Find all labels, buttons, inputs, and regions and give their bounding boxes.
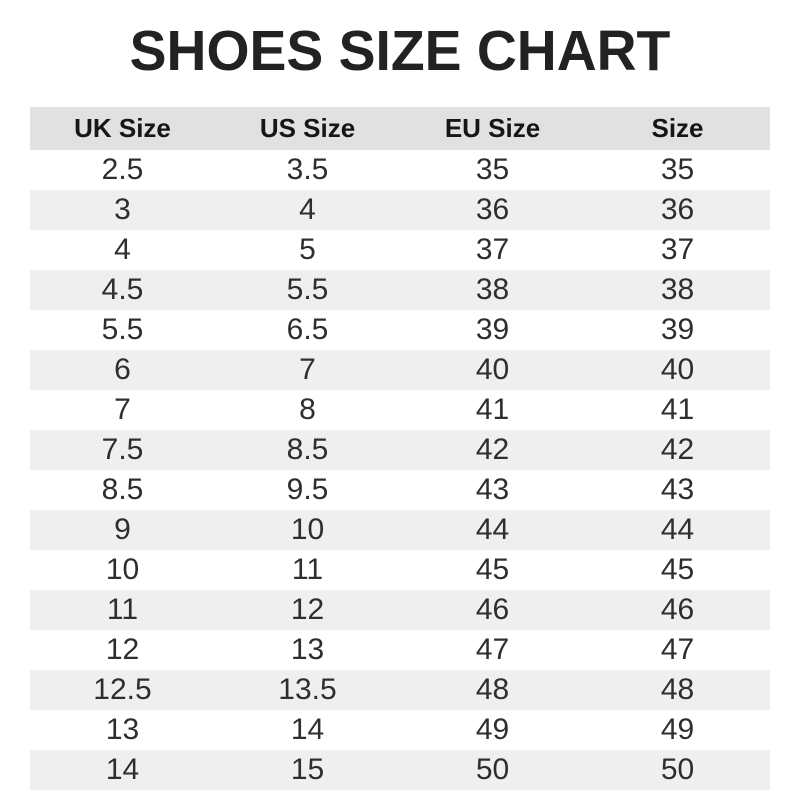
- table-cell: 38: [475, 272, 510, 306]
- table-row: 7.5 8.5 42 42: [30, 429, 770, 470]
- table-cell: 7: [299, 352, 316, 386]
- table-cell: 42: [660, 432, 695, 466]
- table-body: 2.5 3.5 35 35 3 4 36 36 4 5 37 37 4.5 5.5 38 38 5.5 6.5 39…: [30, 149, 770, 790]
- table-cell: 44: [475, 512, 510, 546]
- table-cell: 10: [105, 552, 140, 586]
- table-cell: 13.5: [278, 672, 337, 706]
- table-cell: 47: [475, 632, 510, 666]
- table-row: 13 14 49 49: [30, 709, 770, 750]
- table-cell: 43: [660, 472, 695, 506]
- table-cell: 40: [660, 352, 695, 386]
- table-cell: 5: [299, 232, 316, 266]
- table-cell: 6.5: [286, 312, 329, 346]
- table-cell: 41: [660, 392, 695, 426]
- table-cell: 50: [475, 752, 510, 786]
- table-cell: 44: [660, 512, 695, 546]
- table-cell: 45: [475, 552, 510, 586]
- table-cell: 2.5: [101, 152, 144, 186]
- table-cell: 35: [660, 152, 695, 186]
- table-cell: 11: [291, 552, 324, 586]
- table-cell: 3.5: [286, 152, 329, 186]
- table-cell: 7: [114, 392, 131, 426]
- table-cell: 45: [660, 552, 695, 586]
- table-row: 4 5 37 37: [30, 229, 770, 270]
- table-cell: 37: [475, 232, 510, 266]
- table-cell: 36: [475, 192, 510, 226]
- table-cell: 41: [475, 392, 510, 426]
- table-row: 6 7 40 40: [30, 349, 770, 390]
- table-cell: 4: [299, 192, 316, 226]
- table-header: UK Size US Size EU Size Size: [30, 106, 770, 150]
- table-row: 4.5 5.5 38 38: [30, 269, 770, 310]
- table-cell: 42: [475, 432, 510, 466]
- table-row: 8.5 9.5 43 43: [30, 469, 770, 510]
- table-cell: 4.5: [101, 272, 144, 306]
- table-cell: 5.5: [101, 312, 144, 346]
- table-cell: 49: [475, 712, 510, 746]
- table-cell: 9: [114, 512, 131, 546]
- table-cell: 49: [660, 712, 695, 746]
- table-cell: 36: [660, 192, 695, 226]
- table-cell: 12: [290, 592, 325, 626]
- table-cell: 12.5: [93, 672, 152, 706]
- table-row: 14 15 50 50: [30, 749, 770, 790]
- table-row: 7 8 41 41: [30, 389, 770, 430]
- table-cell: 7.5: [101, 432, 144, 466]
- table-cell: 39: [660, 312, 695, 346]
- table-cell: 14: [290, 712, 325, 746]
- table-cell: 12: [105, 632, 140, 666]
- table-cell: 3: [114, 192, 131, 226]
- table-row: 12.5 13.5 48 48: [30, 669, 770, 710]
- table-cell: 38: [660, 272, 695, 306]
- table-cell: 13: [290, 632, 325, 666]
- table-cell: 37: [660, 232, 695, 266]
- size-table: UK Size US Size EU Size Size 2.5 3.5 35 35 3 4 36…: [30, 106, 770, 790]
- table-cell: 8: [299, 392, 316, 426]
- table-row: 2.5 3.5 35 35: [30, 149, 770, 190]
- table-cell: 13: [105, 712, 140, 746]
- table-cell: 50: [660, 752, 695, 786]
- table-cell: 35: [475, 152, 510, 186]
- table-row: 10 11 45 45: [30, 549, 770, 590]
- column-header: EU Size: [400, 106, 585, 150]
- table-cell: 43: [475, 472, 510, 506]
- table-cell: 14: [105, 752, 140, 786]
- table-row: 11 12 46 46: [30, 589, 770, 630]
- column-header: US Size: [215, 106, 400, 150]
- table-cell: 46: [660, 592, 695, 626]
- table-cell: 5.5: [286, 272, 329, 306]
- table-cell: 48: [660, 672, 695, 706]
- table-cell: 39: [475, 312, 510, 346]
- table-cell: 40: [475, 352, 510, 386]
- table-cell: 8.5: [286, 432, 329, 466]
- page-title: SHOES SIZE CHART: [129, 19, 671, 83]
- table-cell: 9.5: [286, 472, 329, 506]
- table-header-row: UK Size US Size EU Size Size: [30, 106, 770, 150]
- column-header: Size: [585, 106, 770, 150]
- table-row: 5.5 6.5 39 39: [30, 309, 770, 350]
- table-row: 9 10 44 44: [30, 509, 770, 550]
- table-cell: 4: [114, 232, 131, 266]
- table-row: 12 13 47 47: [30, 629, 770, 670]
- table-cell: 46: [475, 592, 510, 626]
- table-cell: 10: [290, 512, 325, 546]
- column-header: UK Size: [30, 106, 215, 150]
- table-cell: 48: [475, 672, 510, 706]
- table-cell: 8.5: [101, 472, 144, 506]
- table-cell: 11: [106, 592, 139, 626]
- table-cell: 15: [290, 752, 325, 786]
- table-row: 3 4 36 36: [30, 189, 770, 230]
- table-cell: 47: [660, 632, 695, 666]
- table-cell: 6: [114, 352, 131, 386]
